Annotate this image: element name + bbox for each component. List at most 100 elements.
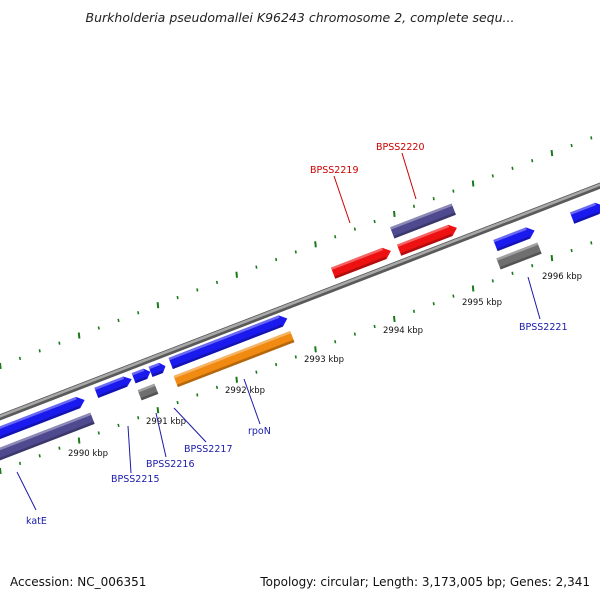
upper-track-tick [531, 159, 534, 163]
upper-track-tick [412, 204, 416, 208]
upper-track-tick [452, 189, 455, 193]
gene-block-rpon[interactable] [168, 313, 290, 370]
upper-track-tick [235, 271, 238, 278]
upper-track-tick [491, 174, 494, 178]
upper-track-tick [275, 257, 278, 262]
gene-label-bpss2215[interactable]: BPSS2215 [111, 474, 159, 485]
scale-label-2993: 2993 kbp [304, 355, 344, 365]
upper-track-tick [77, 332, 81, 339]
gene-label-bpss2219[interactable]: BPSS2219 [310, 165, 358, 176]
lower-track-tick [550, 254, 554, 262]
lower-track-tick [117, 423, 120, 428]
gene-label-katE[interactable]: katE [26, 516, 47, 527]
gene-block-bpss2221[interactable] [493, 225, 537, 252]
gene-label-bpss2217[interactable]: BPSS2217 [184, 444, 232, 455]
cds-block-rpon[interactable] [173, 330, 295, 388]
lower-track-tick [58, 446, 61, 450]
lower-track-tick [176, 400, 179, 405]
lower-track-tick [156, 407, 160, 414]
lower-track-tick [570, 248, 573, 253]
lower-track-tick [452, 294, 455, 298]
lower-track-tick [432, 302, 435, 306]
lower-track-tick [215, 385, 219, 390]
scale-labels: 2990 kbp 2991 kbp 2992 kbp 2993 kbp 2994… [68, 272, 582, 459]
lower-track-tick [294, 355, 297, 359]
lower-track-tick [196, 393, 199, 397]
upper-track-tick [255, 265, 258, 269]
leader-bpss2221 [527, 276, 541, 320]
upper-track-tick [590, 136, 593, 140]
upper-track-tick [156, 302, 160, 309]
gene-block-bpss2216[interactable] [131, 367, 153, 384]
gene-labels: katE BPSS2215 BPSS2216 BPSS2217 rpoN BPS… [26, 142, 567, 527]
upper-track-tick [117, 318, 120, 323]
upper-track-tick [570, 143, 573, 148]
gene-block-bpss2220[interactable] [396, 222, 459, 256]
gene-label-rpon[interactable]: rpoN [248, 426, 271, 437]
lower-track-tick [38, 454, 41, 458]
tick-marks-upper [0, 136, 593, 370]
gene-label-bpss2216[interactable]: BPSS2216 [146, 459, 194, 470]
leader-katE [16, 471, 37, 511]
accession-text: Accession: NC_006351 [10, 575, 146, 589]
chromosome-backbone [0, 182, 600, 421]
gene-block-bpss2215[interactable] [94, 374, 133, 398]
scale-label-2995: 2995 kbp [462, 298, 502, 308]
upper-track-tick [353, 227, 356, 231]
upper-track-tick [314, 241, 317, 248]
upper-track-tick [432, 197, 435, 201]
upper-track-tick [393, 210, 396, 218]
leader-bpss2216 [155, 412, 167, 458]
gene-label-bpss2221[interactable]: BPSS2221 [519, 322, 567, 333]
gene-block-edge[interactable] [569, 200, 600, 224]
cds-block-bpss2216[interactable] [137, 383, 159, 401]
lower-track-tick [334, 340, 337, 344]
upper-track-tick [18, 356, 22, 361]
upper-track-tick [471, 180, 475, 187]
label-leader-lines [16, 152, 541, 511]
lower-track-tick [235, 376, 238, 383]
lower-track-tick [590, 241, 593, 245]
upper-track-tick [38, 349, 41, 353]
lower-track-tick [77, 437, 81, 444]
cds-block-bpss2221[interactable] [496, 242, 542, 270]
lower-track-tick [531, 264, 534, 268]
scale-label-2990: 2990 kbp [68, 449, 108, 459]
lower-track-tick [511, 271, 514, 275]
upper-track-tick [58, 341, 61, 345]
gene-block-bpss2219[interactable] [330, 245, 393, 279]
lower-track-tick [353, 332, 356, 336]
leader-bpss2217 [173, 407, 207, 443]
upper-track-tick [196, 288, 199, 292]
tick-marks-lower [0, 241, 593, 475]
leader-bpss2215 [127, 425, 132, 474]
cds-block-katE[interactable] [0, 412, 95, 462]
gene-block-bpss2217[interactable] [148, 361, 168, 378]
upper-track-tick [176, 295, 179, 300]
upper-track-tick [373, 219, 376, 224]
lower-track-tick [275, 362, 278, 367]
leader-bpss2219 [333, 175, 351, 224]
gene-block-katE[interactable] [0, 394, 87, 442]
lower-track-tick [412, 309, 416, 313]
topology-summary-text: Topology: circular; Length: 3,173,005 bp… [259, 575, 590, 589]
lower-track-tick [373, 324, 376, 329]
upper-track-tick [334, 235, 337, 239]
upper-track-tick [97, 326, 100, 330]
leader-bpss2220 [401, 152, 417, 200]
lower-track-tick [393, 315, 396, 323]
scale-label-2994: 2994 kbp [383, 326, 423, 336]
map-title: Burkholderia pseudomallei K96243 chromos… [86, 10, 515, 25]
gene-label-bpss2220[interactable]: BPSS2220 [376, 142, 424, 153]
cds-block-bpss2220[interactable] [390, 203, 456, 239]
scale-label-2996: 2996 kbp [542, 272, 582, 282]
lower-track-tick [18, 461, 22, 466]
scale-label-2992: 2992 kbp [225, 386, 265, 396]
upper-track-tick [550, 149, 554, 157]
lower-track-tick [137, 416, 140, 420]
lower-track-tick [0, 467, 2, 475]
lower-track-tick [491, 279, 494, 283]
upper-track-tick [0, 362, 2, 370]
